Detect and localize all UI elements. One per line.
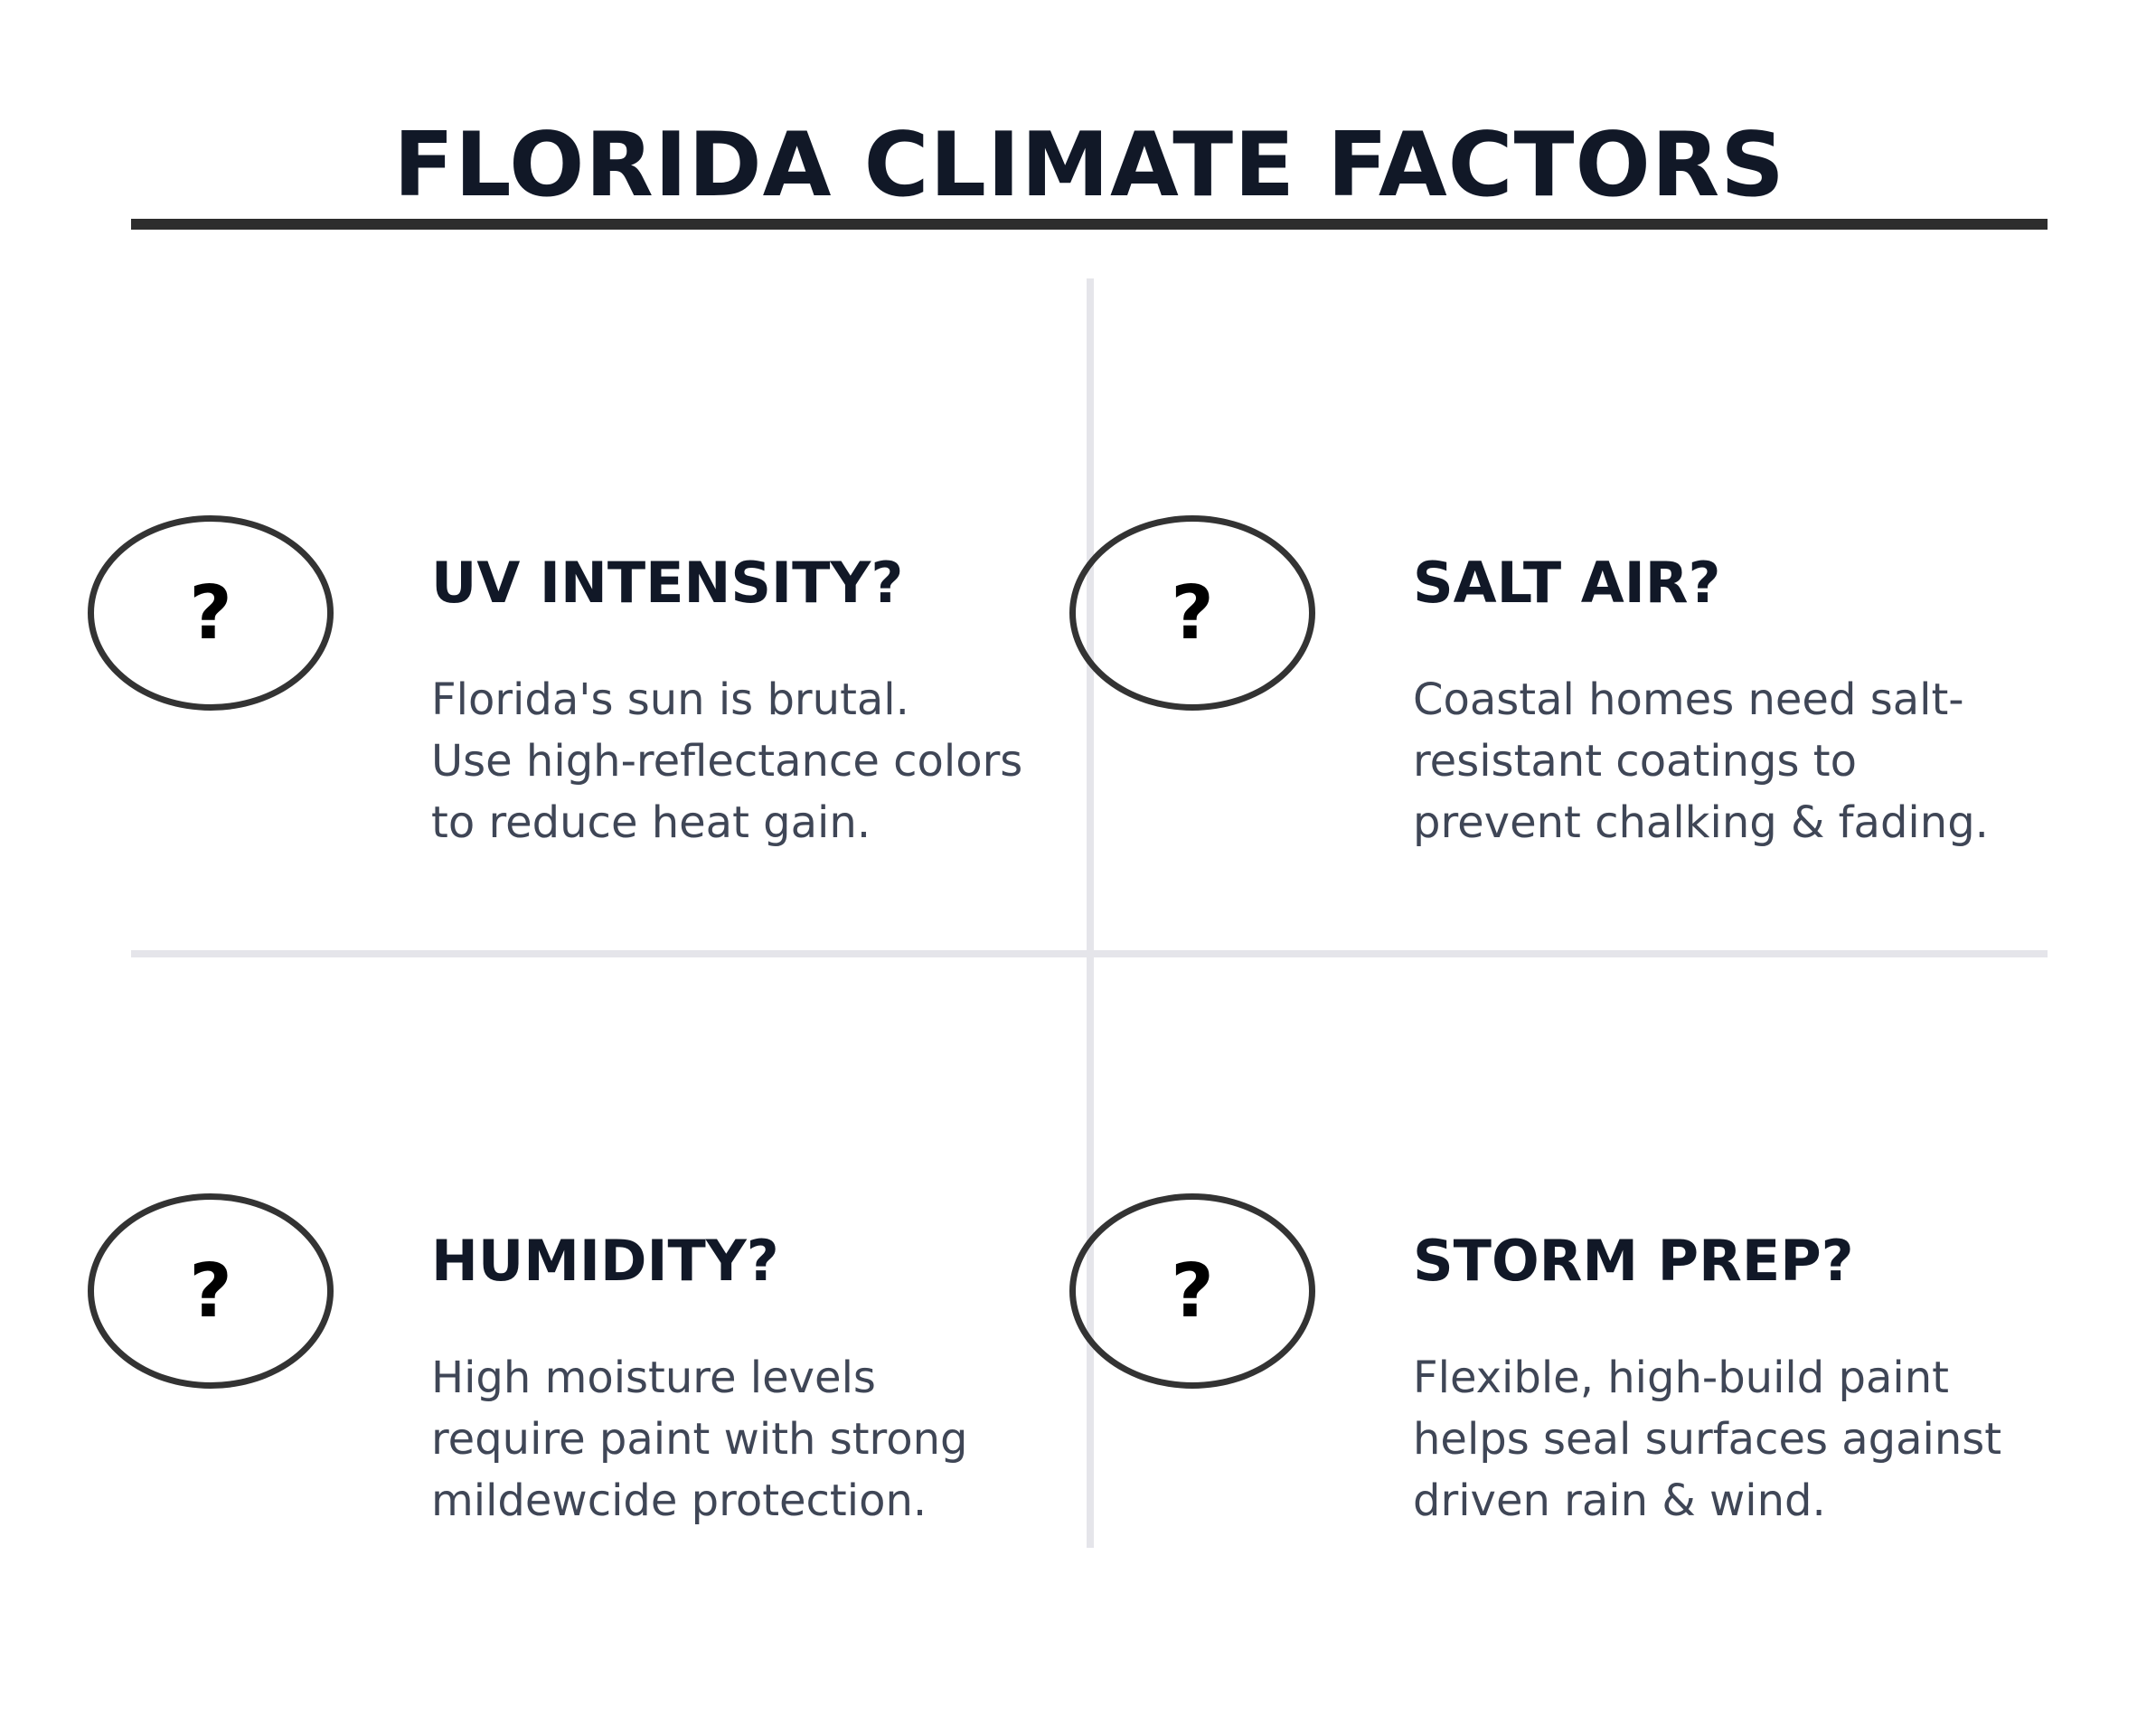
description-line: High moisture levels [431,1353,876,1403]
factor-heading: SALT AIR? [1413,550,1721,616]
factor-description: Coastal homes need salt- resistant coati… [1413,669,2028,853]
factor-card-uv-intensity: ? UV INTENSITY? Florida's sun is brutal.… [88,515,1046,848]
description-line: to reduce heat gain. [431,797,871,848]
description-line: prevent chalking & fading. [1413,797,1989,848]
factor-card-salt-air: ? SALT AIR? Coastal homes need salt- res… [1069,515,2028,848]
description-line: driven rain & wind. [1413,1475,1826,1526]
question-mark-icon: ? [1069,1193,1315,1389]
description-line: helps seal surfaces against [1413,1414,2002,1465]
factor-heading: UV INTENSITY? [431,550,904,616]
factor-description: High moisture levels require paint with … [431,1347,1046,1532]
question-mark-icon: ? [1069,515,1315,711]
factor-card-storm-prep: ? STORM PREP? Flexible, high-build paint… [1069,1193,2028,1526]
question-mark-icon: ? [88,1193,334,1389]
description-line: Coastal homes need salt- [1413,674,1964,725]
factor-description: Flexible, high-build paint helps seal su… [1413,1347,2028,1532]
question-mark-icon: ? [88,515,334,711]
description-line: Use high-reflectance colors [431,736,1023,787]
factor-card-humidity: ? HUMIDITY? High moisture levels require… [88,1193,1046,1526]
grid-divider-vertical [1087,278,1094,1548]
description-line: Flexible, high-build paint [1413,1353,1949,1403]
description-line: require paint with strong [431,1414,968,1465]
title-underline [131,219,2048,230]
page-title: FLORIDA CLIMATE FACTORS [393,114,1785,217]
description-line: mildewcide protection. [431,1475,927,1526]
factor-heading: HUMIDITY? [431,1228,779,1294]
factor-description: Florida's sun is brutal. Use high-reflec… [431,669,1046,853]
factor-heading: STORM PREP? [1413,1228,1854,1294]
description-line: Florida's sun is brutal. [431,674,909,725]
description-line: resistant coatings to [1413,736,1857,787]
grid-divider-horizontal [131,950,2048,957]
